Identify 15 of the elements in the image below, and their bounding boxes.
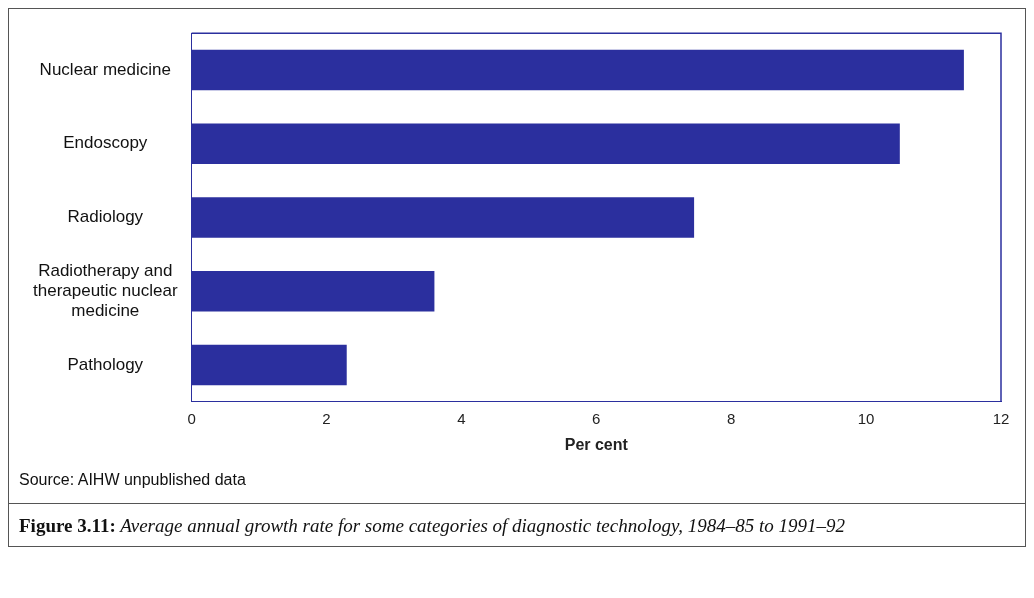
- x-tick-label: 6: [592, 409, 601, 427]
- x-tick-label: 10: [857, 409, 875, 427]
- y-tick-label: Radiology: [67, 207, 144, 227]
- x-tick-label: 2: [322, 409, 331, 427]
- x-tick-label: 4: [457, 409, 466, 427]
- text: Figure 3.11: Average annual growth rate for some categories of diagnostic technology, 1984–85 to 1991–92: [19, 515, 846, 536]
- y-tick-label: Radiotherapy and therapeutic nuclear medicine: [33, 260, 178, 321]
- source-note: Source: AIHW unpublished data: [18, 470, 247, 490]
- x-axis-title: Per cent: [564, 435, 629, 453]
- x-tick-label: 8: [727, 409, 736, 427]
- y-tick-label: Endoscopy: [63, 133, 148, 153]
- y-tick-label: Pathology: [67, 354, 144, 374]
- x-tick-label: 12: [992, 409, 1010, 427]
- x-tick-label: 0: [187, 409, 196, 427]
- y-tick-label: Nuclear medicine: [39, 59, 171, 79]
